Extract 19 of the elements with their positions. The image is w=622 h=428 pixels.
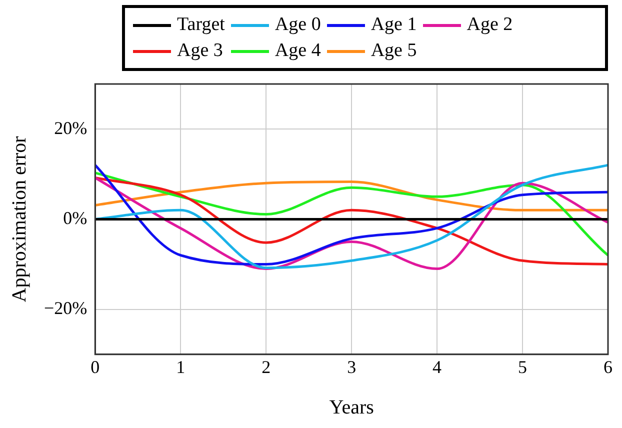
- y-axis-title: Approximation error: [8, 136, 30, 302]
- x-axis-title: Years: [329, 396, 374, 418]
- y-tick-label: −20%: [44, 298, 88, 318]
- x-tick-label: 5: [518, 356, 528, 377]
- legend-label: Age 1: [370, 14, 417, 36]
- x-tick-label: 4: [432, 356, 442, 377]
- legend-label: Age 5: [370, 40, 417, 62]
- x-tick-label: 0: [90, 356, 100, 377]
- y-tick-label: 0%: [63, 208, 88, 228]
- legend-label: Target: [177, 14, 225, 36]
- legend-label: Age 2: [466, 14, 513, 36]
- x-tick-label: 1: [176, 356, 186, 377]
- x-tick-label: 6: [604, 356, 612, 377]
- legend-label: Age 0: [274, 14, 321, 36]
- legend-label: Age 3: [177, 40, 223, 62]
- x-tick-label: 3: [347, 356, 356, 377]
- legend-label: Age 4: [274, 40, 321, 62]
- y-tick-label: 20%: [54, 118, 88, 138]
- x-tick-label: 2: [262, 356, 271, 377]
